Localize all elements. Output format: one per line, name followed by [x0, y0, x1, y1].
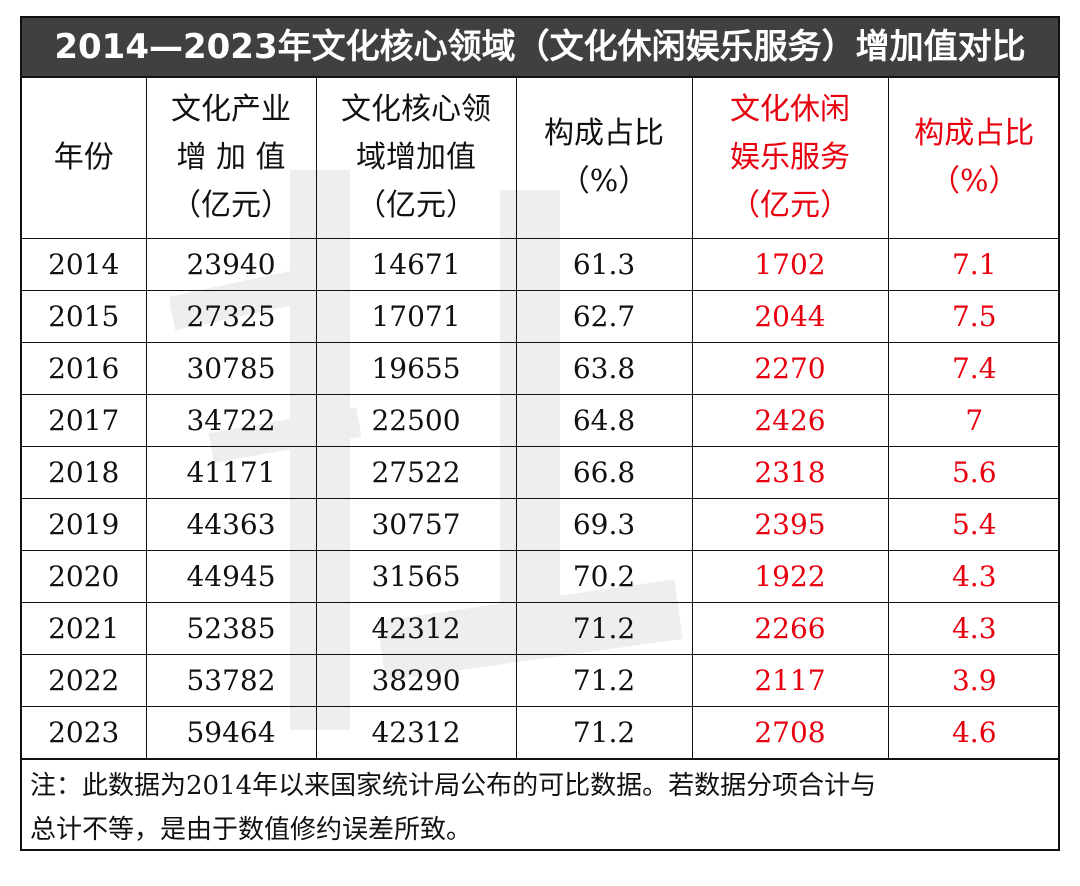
- table-cell: 3.9: [887, 654, 1060, 707]
- table-cell: 2023: [22, 706, 147, 759]
- table-row: 2019 44363 30757 69.3 2395 5.4: [22, 498, 1060, 551]
- table-row: 2017 34722 22500 64.8 2426 7: [22, 394, 1060, 447]
- table-cell: 2708: [691, 706, 889, 759]
- column-header-line: 构成占比: [544, 116, 664, 151]
- table-cell: 2395: [691, 498, 889, 551]
- column-header-line: （%）: [559, 164, 649, 199]
- table-cell: 42312: [315, 602, 517, 655]
- table-cell: 2019: [22, 498, 147, 551]
- table-cell: 2017: [22, 394, 147, 447]
- table-cell: 2117: [691, 654, 889, 707]
- table-row: 2018 41171 27522 66.8 2318 5.6: [22, 446, 1060, 499]
- table-cell: 4.3: [887, 550, 1060, 603]
- data-table: 年份 文化产业增 加 值 （亿元） 文化核心领域增加值 （亿元） 构成占比 （%） 文化休闲娱…: [22, 78, 1060, 759]
- table-cell: 2018: [22, 446, 147, 499]
- table-cell: 1922: [691, 550, 889, 603]
- column-header-line: （%）: [929, 164, 1019, 199]
- table-cell: 27522: [315, 446, 517, 499]
- table-row: 2020 44945 31565 70.2 1922 4.3: [22, 550, 1060, 603]
- table-cell: 70.2: [515, 550, 693, 603]
- column-header-line: （亿元）: [730, 188, 850, 223]
- table-cell: 2270: [691, 342, 889, 395]
- table-cell: 31565: [315, 550, 517, 603]
- table-cell: 7.5: [887, 290, 1060, 343]
- column-header-line: （亿元）: [356, 188, 476, 223]
- table-cell: 52385: [145, 602, 317, 655]
- table-row: 2023 59464 42312 71.2 2708 4.6: [22, 706, 1060, 759]
- table-cell: 44363: [145, 498, 317, 551]
- table-cell: 7.4: [887, 342, 1060, 395]
- table-cell: 42312: [315, 706, 517, 759]
- table-cell: 61.3: [515, 238, 693, 291]
- table-cell: 7: [887, 394, 1060, 447]
- table-cell: 62.7: [515, 290, 693, 343]
- table-cell: 19655: [315, 342, 517, 395]
- table-cell: 14671: [315, 238, 517, 291]
- table-cell: 2021: [22, 602, 147, 655]
- table-cell: 66.8: [515, 446, 693, 499]
- table-cell: 71.2: [515, 602, 693, 655]
- table-cell: 4.6: [887, 706, 1060, 759]
- column-header-line: （亿元）: [171, 188, 291, 223]
- column-header-line: 文化核心领: [341, 92, 491, 127]
- table-body: 2014 23940 14671 61.3 1702 7.1 2015 27325 17071 6…: [22, 238, 1060, 759]
- table-cell: 38290: [315, 654, 517, 707]
- table-title: 2014—2023年文化核心领域（文化休闲娱乐服务）增加值对比: [22, 18, 1058, 78]
- table-row: 2021 52385 42312 71.2 2266 4.3: [22, 602, 1060, 655]
- table-cell: 30757: [315, 498, 517, 551]
- table-cell: 44945: [145, 550, 317, 603]
- table-cell: 64.8: [515, 394, 693, 447]
- column-header-line: 娱乐服务: [730, 140, 850, 175]
- column-header-line: 文化休闲: [730, 92, 850, 127]
- table-cell: 30785: [145, 342, 317, 395]
- table-cell: 59464: [145, 706, 317, 759]
- table-cell: 4.3: [887, 602, 1060, 655]
- column-header-line: 域增加值: [356, 140, 476, 175]
- table-cell: 2022: [22, 654, 147, 707]
- table-cell: 2015: [22, 290, 147, 343]
- table-cell: 34722: [145, 394, 317, 447]
- table-cell: 2426: [691, 394, 889, 447]
- table-row: 2014 23940 14671 61.3 1702 7.1: [22, 238, 1060, 291]
- table-cell: 1702: [691, 238, 889, 291]
- footnote-line-1: 注：此数据为2014年以来国家统计局公布的可比数据。若数据分项合计与: [30, 771, 877, 801]
- table-cell: 2318: [691, 446, 889, 499]
- table-cell: 41171: [145, 446, 317, 499]
- header-row: 年份 文化产业增 加 值 （亿元） 文化核心领域增加值 （亿元） 构成占比 （%） 文化休闲娱…: [22, 78, 1060, 239]
- column-header-4: 构成占比 （%）: [515, 78, 693, 239]
- column-header-line: 文化产业: [171, 92, 291, 127]
- table-cell: 53782: [145, 654, 317, 707]
- table-cell: 5.6: [887, 446, 1060, 499]
- table-cell: 69.3: [515, 498, 693, 551]
- table-cell: 71.2: [515, 706, 693, 759]
- table-cell: 71.2: [515, 654, 693, 707]
- table-cell: 23940: [145, 238, 317, 291]
- table-cell: 2266: [691, 602, 889, 655]
- table-cell: 2020: [22, 550, 147, 603]
- table-cell: 2044: [691, 290, 889, 343]
- column-header-5: 文化休闲娱乐服务 （亿元）: [691, 78, 889, 239]
- table-cell: 2016: [22, 342, 147, 395]
- table-cell: 7.1: [887, 238, 1060, 291]
- column-header-line: 构成占比: [914, 116, 1035, 151]
- table-cell: 22500: [315, 394, 517, 447]
- table-cell: 63.8: [515, 342, 693, 395]
- column-header-6: 构成占比 （%）: [887, 78, 1060, 239]
- table-row: 2015 27325 17071 62.7 2044 7.5: [22, 290, 1060, 343]
- table-cell: 2014: [22, 238, 147, 291]
- table-row: 2016 30785 19655 63.8 2270 7.4: [22, 342, 1060, 395]
- table-cell: 17071: [315, 290, 517, 343]
- table-cell: 27325: [145, 290, 317, 343]
- data-table-card: 2014—2023年文化核心领域（文化休闲娱乐服务）增加值对比 年份 文化产业增 …: [20, 16, 1060, 851]
- footnote: 注：此数据为2014年以来国家统计局公布的可比数据。若数据分项合计与 总计不等，…: [22, 759, 1058, 849]
- table-cell: 5.4: [887, 498, 1060, 551]
- column-header-line: 增 加 值: [176, 140, 286, 175]
- footnote-line-2: 总计不等，是由于数值修约误差所致。: [30, 815, 473, 845]
- column-header-2: 文化产业增 加 值 （亿元）: [145, 78, 317, 239]
- column-header-1: 年份: [22, 78, 147, 239]
- column-header-3: 文化核心领域增加值 （亿元）: [315, 78, 517, 239]
- column-header-line: 年份: [53, 140, 114, 175]
- table-row: 2022 53782 38290 71.2 2117 3.9: [22, 654, 1060, 707]
